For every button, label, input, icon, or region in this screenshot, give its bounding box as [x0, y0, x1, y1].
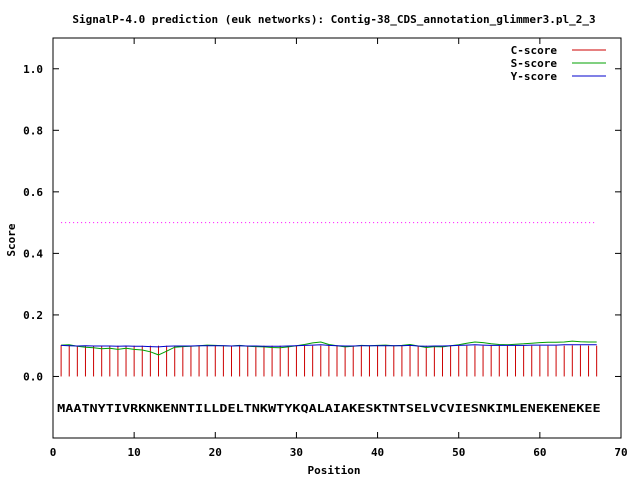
s-score-line [61, 340, 597, 356]
sequence-text: MAATNYTIVRKNKENNTILLDELTNKWTYKQALAIAKESK… [57, 402, 601, 415]
x-axis: 0 10 20 30 40 50 60 70 [50, 38, 628, 459]
x-tick-label: 0 [50, 446, 57, 459]
x-tick-label: 70 [614, 446, 627, 459]
x-tick-label: 10 [128, 446, 141, 459]
x-tick-label: 30 [290, 446, 303, 459]
legend-label: S-score [511, 57, 558, 70]
legend-label: Y-score [511, 70, 558, 83]
x-tick-label: 60 [533, 446, 546, 459]
y-tick-label: 0.8 [23, 124, 43, 137]
chart-title: SignalP-4.0 prediction (euk networks): C… [72, 13, 595, 26]
score-lines [61, 340, 597, 356]
y-tick-label: 0.2 [23, 309, 43, 322]
y-axis: 0.0 0.2 0.4 0.6 0.8 1.0 [23, 63, 621, 383]
c-score-impulses [60, 345, 598, 377]
y-tick-label: 0.0 [23, 370, 43, 383]
x-axis-label: Position [308, 464, 361, 477]
y-axis-label: Score [5, 223, 18, 256]
y-tick-label: 0.4 [23, 247, 43, 260]
y-score-line [61, 344, 597, 348]
plot-frame [52, 37, 622, 439]
x-tick-label: 50 [452, 446, 465, 459]
x-tick-label: 20 [209, 446, 222, 459]
y-tick-label: 1.0 [23, 63, 43, 76]
x-tick-label: 40 [371, 446, 384, 459]
y-tick-label: 0.6 [23, 186, 43, 199]
legend-label: C-score [511, 44, 558, 57]
